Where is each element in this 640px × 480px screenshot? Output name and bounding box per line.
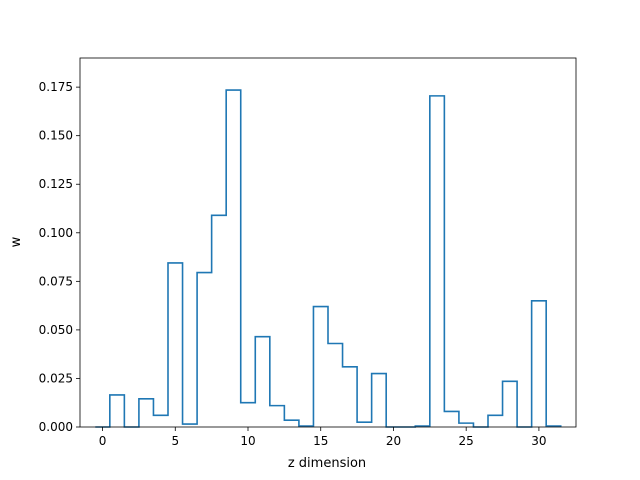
- histogram-bin: [313, 307, 328, 427]
- histogram-bin: [212, 215, 227, 427]
- histogram-bin: [372, 374, 387, 427]
- histogram-bin: [139, 399, 154, 427]
- histogram-bin: [284, 420, 299, 427]
- x-tick-label: 20: [386, 434, 401, 448]
- histogram-bin: [488, 415, 503, 427]
- x-tick-label: 30: [531, 434, 546, 448]
- x-axis-label: z dimension: [288, 456, 366, 471]
- x-tick-label: 0: [99, 434, 107, 448]
- y-tick-label: 0.075: [39, 274, 73, 288]
- y-tick-label: 0.050: [39, 323, 73, 337]
- histogram-bin: [343, 367, 358, 427]
- x-tick-label: 5: [171, 434, 179, 448]
- histogram-bin: [444, 411, 459, 427]
- histogram-bin: [255, 337, 270, 427]
- y-axis-label: w: [9, 236, 24, 247]
- histogram-bin: [270, 406, 285, 427]
- histogram-bin: [430, 96, 445, 427]
- plot-area: [95, 89, 562, 428]
- histogram-bin: [226, 90, 241, 427]
- x-tick-label: 25: [459, 434, 474, 448]
- histogram-bin: [153, 415, 168, 427]
- histogram-bin: [459, 423, 474, 427]
- y-tick-label: 0.125: [39, 177, 73, 191]
- y-tick-label: 0.000: [39, 420, 73, 434]
- y-tick-label: 0.025: [39, 371, 73, 385]
- histogram-bin: [168, 263, 183, 427]
- histogram-bin: [110, 395, 125, 427]
- y-tick-label: 0.150: [39, 129, 73, 143]
- histogram-bin: [328, 343, 343, 427]
- y-tick-label: 0.175: [39, 80, 73, 94]
- histogram-bin: [197, 273, 212, 427]
- histogram-bin: [241, 403, 256, 427]
- histogram-bin: [532, 301, 547, 427]
- histogram-step-line: [95, 89, 562, 428]
- histogram-bin: [357, 422, 372, 427]
- x-tick-label: 15: [313, 434, 328, 448]
- histogram-bin: [183, 424, 198, 427]
- histogram-bin: [503, 381, 518, 427]
- axes: 0 5 10 15 20 25 30 0.000 0.025 0.050 0.075 0.100 0.1…: [39, 57, 577, 448]
- x-tick-label: 10: [240, 434, 255, 448]
- y-tick-label: 0.100: [39, 226, 73, 240]
- axes-frame: [79, 57, 577, 428]
